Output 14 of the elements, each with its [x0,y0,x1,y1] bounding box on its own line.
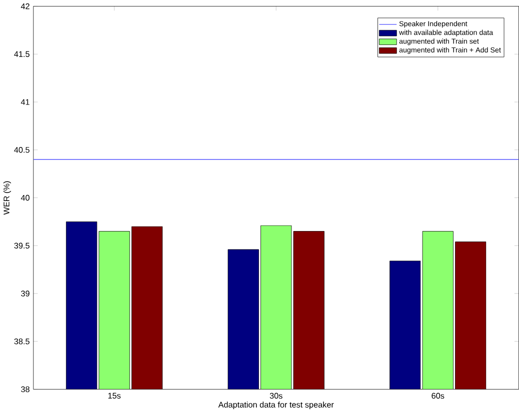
y-tick-label: 41 [20,99,30,106]
y-tick-label: 40 [20,195,30,201]
y-tick-label: 38 [21,386,30,392]
y-axis-title: WER (%) [3,181,12,215]
y-tick-label: 39.5 [14,242,30,249]
y-tick-label: 42 [20,4,30,10]
y-tick-label: 41.5 [14,51,30,58]
y-tick-label: 39 [21,290,30,297]
x-tick-label: 15s [108,393,121,399]
y-tick-label: 38.5 [14,338,30,344]
x-tick-label: 60s [432,393,444,399]
x-axis-title: Adaptation data for test speaker [218,402,334,410]
y-tick-label: 40.5 [14,147,30,153]
x-tick-label: 30s [270,393,282,399]
